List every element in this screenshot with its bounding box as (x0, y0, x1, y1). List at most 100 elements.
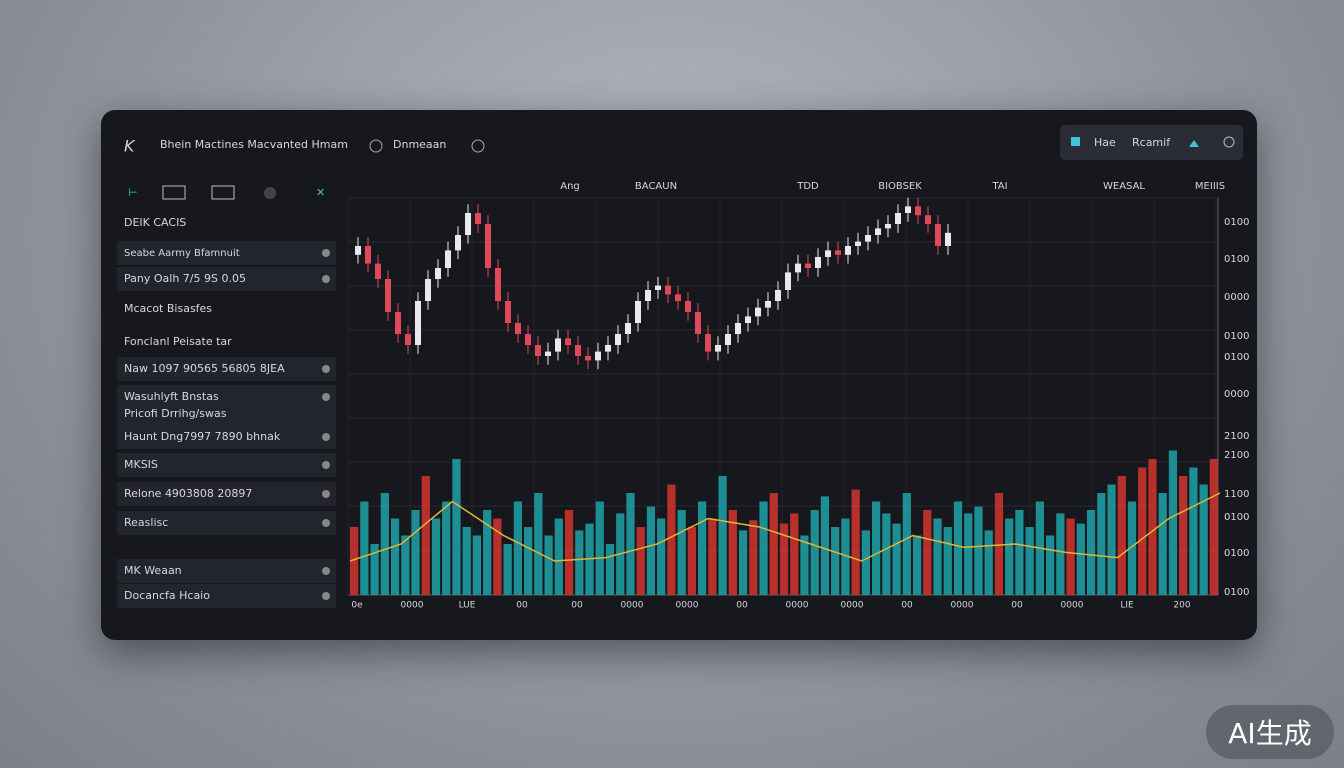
volume-bar (698, 501, 707, 595)
candle-body (385, 279, 391, 312)
row-bg (117, 559, 336, 583)
column-label: BACAUN (635, 181, 677, 192)
row-bg (117, 241, 336, 265)
sidebar-row[interactable]: Fonclanl Peisate tar (124, 335, 232, 348)
box-left[interactable]: Hae (1094, 136, 1116, 149)
candle-body (865, 235, 871, 242)
sidebar-row[interactable]: MK Weaan (124, 564, 182, 577)
row-bg (117, 267, 336, 291)
row-icon[interactable] (322, 249, 330, 257)
candle-body (515, 323, 521, 334)
row-icon[interactable] (322, 275, 330, 283)
row-icon[interactable] (322, 592, 330, 600)
row-bg (117, 511, 336, 535)
lock-icon[interactable] (369, 139, 383, 153)
sidebar-row[interactable]: Naw 1097 90565 56805 8JEA (124, 362, 285, 375)
tool-icon[interactable] (162, 185, 186, 200)
volume-bar (1025, 527, 1034, 595)
candle-body (795, 263, 801, 273)
volume-bar (1066, 518, 1075, 595)
volume-bar (1209, 459, 1218, 595)
volume-bar (851, 489, 860, 595)
row-icon[interactable] (322, 393, 330, 401)
candle-body (595, 351, 601, 361)
sidebar-row[interactable]: Reaslisc (124, 516, 168, 529)
sidebar-row[interactable]: MKSIS (124, 458, 158, 471)
x-label: LUE (459, 601, 476, 611)
volume-bar (411, 510, 420, 595)
x-label: 00 (1011, 601, 1023, 611)
candle-body (745, 316, 751, 323)
sidebar-row[interactable]: Relone 4903808 20897 (124, 487, 252, 500)
row-icon[interactable] (322, 567, 330, 575)
volume-bar (820, 496, 830, 595)
volume-bar (626, 493, 635, 595)
x-label: 00 (571, 601, 583, 611)
volume-bar (605, 544, 615, 595)
candle-body (495, 268, 501, 301)
candle-body (375, 263, 381, 279)
gear-icon[interactable] (1223, 136, 1235, 148)
tool-icon[interactable]: ⊢ (128, 186, 138, 199)
sidebar-row[interactable]: Haunt Dng7997 7890 bhnak (124, 430, 281, 443)
sidebar-row[interactable]: Mcacot Bisasfes (124, 302, 212, 315)
settings-icon[interactable] (471, 139, 485, 153)
tool-icon[interactable] (211, 185, 235, 200)
candle-body (735, 323, 741, 334)
candle-body (705, 334, 711, 352)
volume-bar (1005, 518, 1014, 595)
volume-bar (718, 476, 727, 595)
column-label: MEIIIS (1195, 181, 1225, 192)
volume-bar (370, 544, 379, 595)
volume-bar (595, 501, 604, 595)
sidebar-row[interactable]: Wasuhlyft Bnstas (124, 390, 219, 403)
volume-bar (462, 527, 471, 595)
sidebar-row[interactable]: Pricofi Drrihg/swas (124, 407, 227, 420)
x-label: 0000 (841, 601, 864, 611)
top-box (1060, 125, 1243, 160)
volume-bar (882, 513, 891, 595)
tool-icon[interactable]: ✕ (316, 186, 325, 199)
candle-body (665, 285, 671, 295)
account[interactable]: Dnmeaan (393, 138, 446, 151)
y-label: 0100 (1224, 254, 1249, 265)
sidebar-row[interactable]: Docancfa Hcaio (124, 589, 210, 602)
row-icon[interactable] (322, 490, 330, 498)
row-icon[interactable] (322, 461, 330, 469)
volume-bar (472, 535, 482, 595)
row-icon[interactable] (322, 365, 330, 373)
candle-body (545, 351, 551, 356)
y-label: 0000 (1224, 389, 1249, 400)
volume-bar (1168, 450, 1178, 595)
candle-body (405, 334, 411, 345)
sidebar-row[interactable]: Seabe Aarmy Bfamnuit (124, 248, 240, 259)
volume-bar (994, 493, 1004, 595)
x-label: 0000 (786, 601, 809, 611)
volume-bar (646, 506, 656, 595)
volume-bar (759, 501, 768, 595)
sidebar-row[interactable]: Pany Oalh 7/5 9S 0.05 (124, 272, 246, 285)
volume-bar (1199, 484, 1208, 595)
y-label: 0100 (1224, 331, 1249, 342)
candle-body (885, 224, 891, 229)
y-label: 1100 (1224, 489, 1249, 500)
row-bg (117, 385, 336, 425)
candle-body (875, 228, 881, 235)
tool-icon[interactable] (264, 187, 276, 199)
x-label: 0000 (676, 601, 699, 611)
volume-bar (749, 520, 758, 595)
x-label: 200 (1173, 601, 1190, 611)
row-icon[interactable] (322, 519, 330, 527)
box-right[interactable]: Rcamif (1132, 136, 1171, 149)
x-label: 00 (736, 601, 748, 611)
column-label: Ang (560, 181, 580, 192)
volume-bar (350, 527, 359, 595)
candle-body (915, 206, 921, 216)
volume-bar (1189, 467, 1198, 595)
up-arrow[interactable] (1189, 140, 1199, 147)
volume-bar (810, 510, 819, 595)
x-label: 0000 (401, 601, 424, 611)
candle-body (785, 272, 791, 290)
volume-bar (554, 518, 563, 595)
row-icon[interactable] (322, 433, 330, 441)
